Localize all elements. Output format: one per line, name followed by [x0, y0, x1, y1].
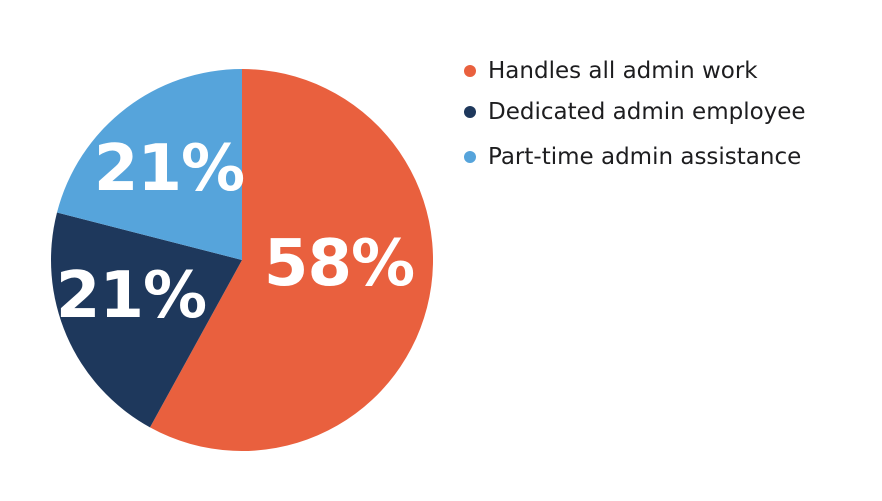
pie-chart: 58% 21% 21%: [51, 69, 433, 451]
legend-dot: [464, 106, 476, 118]
legend-dot: [464, 151, 476, 163]
slice-label-handles-all-admin-work: 58%: [263, 227, 415, 301]
slice-label-part-time-admin-assistance: 21%: [93, 132, 245, 206]
legend: Handles all admin work Dedicated admin e…: [464, 58, 806, 170]
legend-item-part-time-admin-assistance: Part-time admin assistance: [464, 144, 806, 170]
pie-slice-1: [51, 212, 242, 428]
legend-item-dedicated-admin-employee: Dedicated admin employee: [464, 99, 806, 125]
slice-label-dedicated-admin-employee: 21%: [55, 259, 207, 333]
legend-item-label: Handles all admin work: [488, 58, 758, 84]
pie-slice-2: [57, 69, 242, 260]
legend-item-label: Part-time admin assistance: [488, 144, 802, 170]
legend-item-handles-all-admin-work: Handles all admin work: [464, 58, 806, 84]
legend-dot: [464, 65, 476, 77]
pie-slice-0: [149, 69, 433, 451]
legend-item-label: Dedicated admin employee: [488, 99, 806, 125]
pie-svg: [51, 69, 433, 451]
